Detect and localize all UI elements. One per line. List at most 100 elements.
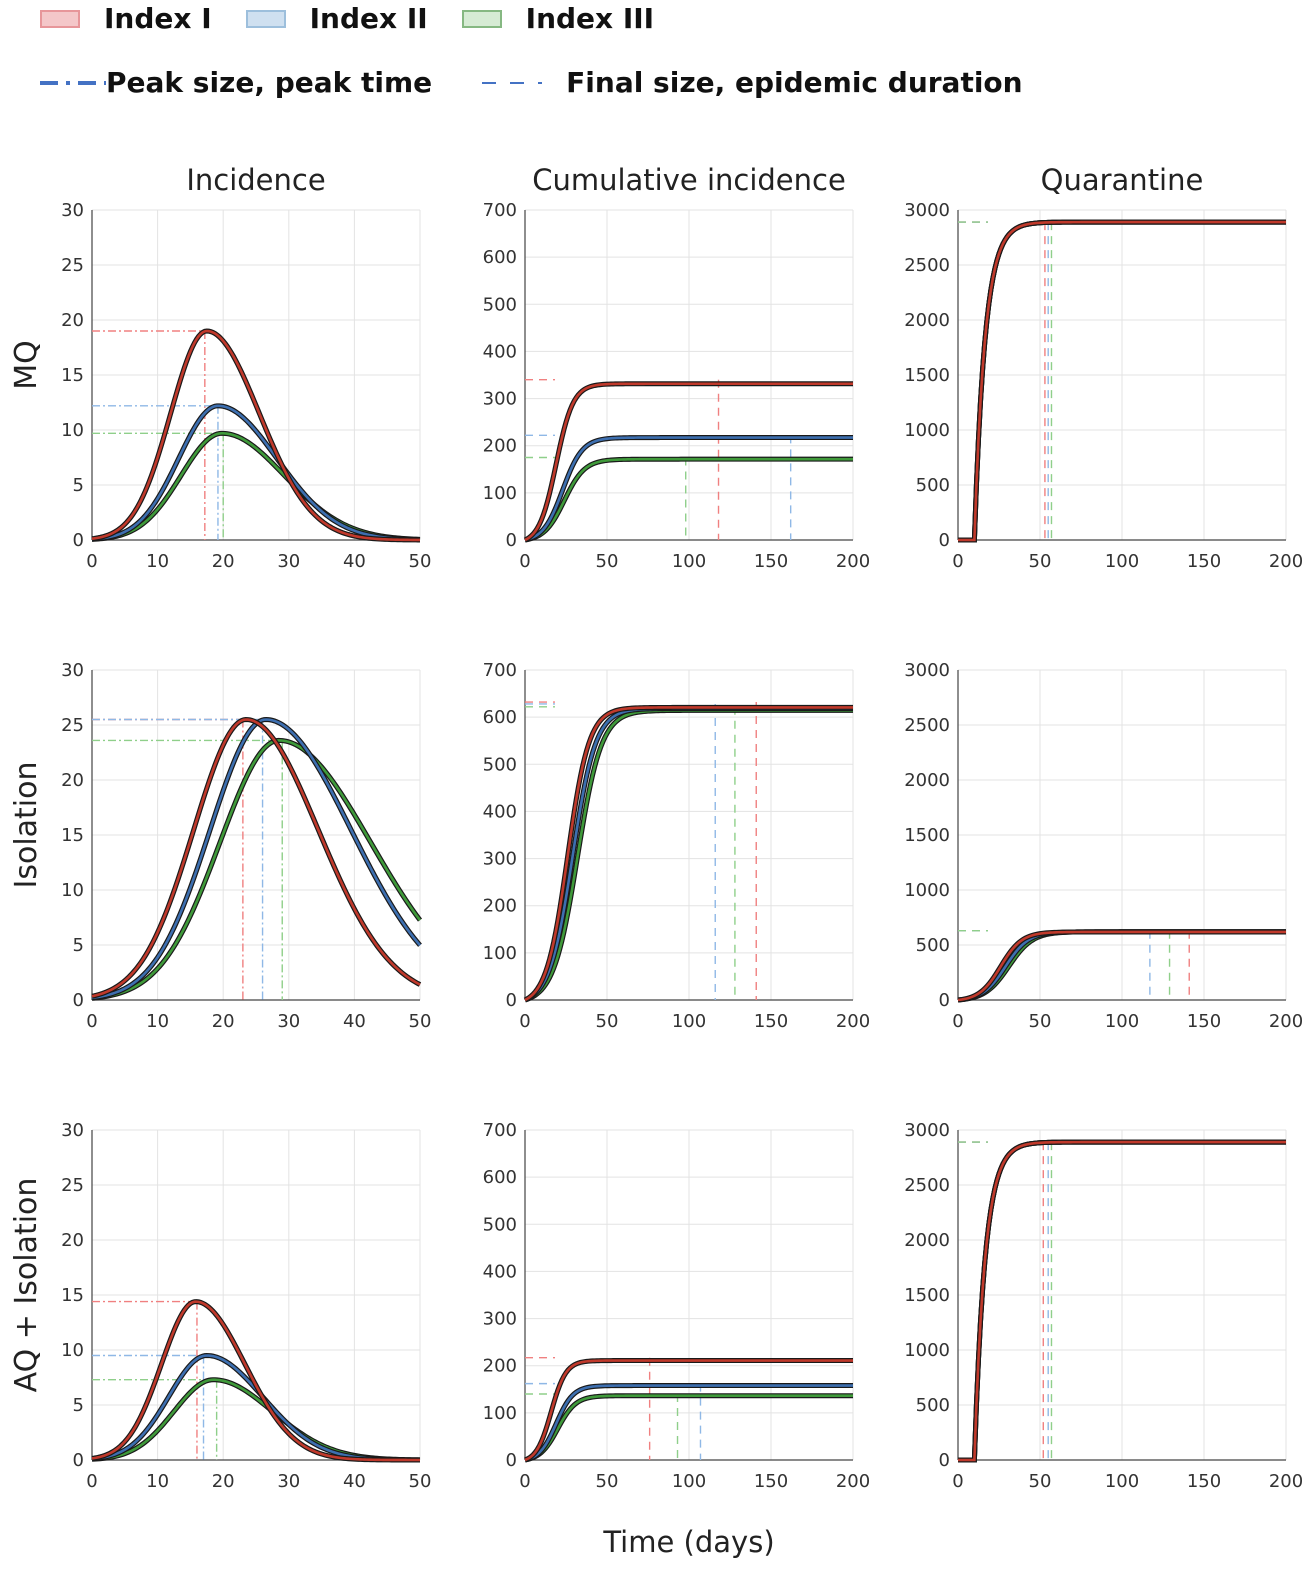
- y-tick-label: 15: [61, 1285, 84, 1306]
- y-tick-label: 15: [61, 825, 84, 846]
- y-tick-label: 0: [506, 1450, 517, 1471]
- x-tick-label: 150: [754, 551, 788, 572]
- series-line-index1: [958, 220, 1286, 542]
- y-tick-label: 1500: [904, 825, 950, 846]
- y-tick-label: 20: [61, 1230, 84, 1251]
- x-tick-label: 0: [519, 1471, 530, 1492]
- series-line-index1: [524, 1359, 853, 1462]
- y-tick-label: 500: [916, 1395, 950, 1416]
- y-tick-label: 1500: [904, 1285, 950, 1306]
- series-line-index2: [91, 404, 421, 541]
- x-tick-label: 150: [754, 1011, 788, 1032]
- x-tick-label: 20: [212, 1011, 235, 1032]
- y-tick-label: 2500: [904, 1175, 950, 1196]
- x-tick-label: 0: [952, 1471, 963, 1492]
- legend-swatch-index1: [40, 9, 80, 28]
- y-tick-label: 2500: [904, 255, 950, 276]
- x-tick-label: 200: [1269, 551, 1303, 572]
- panel-r0-c0: 0 10 20 30 40 50 0 5 10 15 20 25 30: [61, 200, 431, 572]
- x-tick-label: 200: [1269, 1471, 1303, 1492]
- y-tick-label: 400: [483, 1261, 517, 1282]
- x-tick-label: 200: [836, 551, 870, 572]
- y-tick-label: 25: [61, 255, 84, 276]
- x-tick-label: 0: [86, 551, 97, 572]
- y-tick-label: 1000: [904, 420, 950, 441]
- x-tick-label: 30: [277, 1011, 300, 1032]
- x-tick-label: 20: [212, 551, 235, 572]
- y-tick-label: 20: [61, 310, 84, 331]
- x-tick-label: 50: [409, 1471, 432, 1492]
- y-tick-label: 0: [73, 530, 84, 551]
- panel-r1-c0: 0 10 20 30 40 50 0 5 10 15 20 25 30: [61, 660, 431, 1032]
- legend-item-final: Final size, epidemic duration: [482, 66, 1023, 99]
- series-line-index3: [91, 739, 422, 1000]
- x-tick-label: 50: [1029, 551, 1052, 572]
- x-tick-label: 0: [519, 1011, 530, 1032]
- x-tick-label: 150: [1187, 551, 1221, 572]
- legend-item-index3: Index III: [461, 2, 654, 35]
- y-tick-label: 30: [61, 200, 84, 221]
- y-tick-label: 1500: [904, 365, 950, 386]
- panel-r0-c1: 0 50 100 150 200 0 100 200 300 400 500 600 700: [483, 200, 871, 572]
- x-tick-label: 0: [519, 551, 530, 572]
- column-title-1: Cumulative incidence: [532, 163, 846, 197]
- x-tick-label: 100: [672, 1471, 706, 1492]
- legend-label-final: Final size, epidemic duration: [566, 66, 1023, 99]
- y-tick-label: 700: [483, 200, 517, 221]
- y-tick-label: 100: [483, 1403, 517, 1424]
- y-tick-label: 3000: [904, 200, 950, 221]
- dashdot-line-icon: [40, 80, 106, 85]
- x-tick-label: 150: [1187, 1471, 1221, 1492]
- x-tick-label: 150: [754, 1471, 788, 1492]
- x-tick-label: 0: [86, 1471, 97, 1492]
- series-line-index2: [524, 436, 853, 542]
- y-tick-label: 5: [73, 1395, 84, 1416]
- y-tick-label: 600: [483, 1167, 517, 1188]
- x-tick-label: 50: [1029, 1471, 1052, 1492]
- y-tick-label: 100: [483, 483, 517, 504]
- column-title-2: Quarantine: [1041, 163, 1204, 197]
- series-line-index1: [91, 329, 421, 542]
- y-tick-label: 500: [916, 475, 950, 496]
- y-tick-label: 500: [483, 294, 517, 315]
- y-tick-label: 0: [506, 530, 517, 551]
- x-tick-label: 200: [1269, 1011, 1303, 1032]
- x-tick-label: 100: [1105, 1011, 1139, 1032]
- x-tick-label: 50: [409, 551, 432, 572]
- x-tick-label: 100: [672, 551, 706, 572]
- x-tick-label: 150: [1187, 1011, 1221, 1032]
- series-line-index1: [524, 706, 853, 1002]
- y-tick-label: 0: [506, 990, 517, 1011]
- panel-r2-c0: 0 10 20 30 40 50 0 5 10 15 20 25 30: [61, 1120, 431, 1492]
- x-tick-label: 50: [596, 551, 619, 572]
- row-label-0: MQ: [9, 340, 44, 390]
- legend-item-index2: Index II: [245, 2, 428, 35]
- legend-row-indices: Index I Index II Index III: [40, 2, 688, 35]
- y-tick-label: 600: [483, 247, 517, 268]
- column-title-0: Incidence: [186, 163, 325, 197]
- x-tick-label: 30: [277, 551, 300, 572]
- y-tick-label: 400: [483, 341, 517, 362]
- row-label-2: AQ + Isolation: [9, 1178, 44, 1393]
- y-tick-label: 10: [61, 420, 84, 441]
- x-tick-label: 30: [277, 1471, 300, 1492]
- y-tick-label: 200: [483, 436, 517, 457]
- y-tick-label: 0: [73, 1450, 84, 1471]
- y-tick-label: 600: [483, 707, 517, 728]
- series-line-index3: [524, 457, 853, 542]
- y-tick-label: 700: [483, 1120, 517, 1141]
- legend-label-index1: Index I: [104, 2, 212, 35]
- y-tick-label: 25: [61, 715, 84, 736]
- x-tick-label: 50: [409, 1011, 432, 1032]
- x-tick-label: 100: [1105, 1471, 1139, 1492]
- y-tick-label: 300: [483, 389, 517, 410]
- y-tick-label: 500: [916, 935, 950, 956]
- y-tick-label: 100: [483, 943, 517, 964]
- x-tick-label: 50: [1029, 1011, 1052, 1032]
- x-tick-label: 200: [836, 1011, 870, 1032]
- x-tick-label: 200: [836, 1471, 870, 1492]
